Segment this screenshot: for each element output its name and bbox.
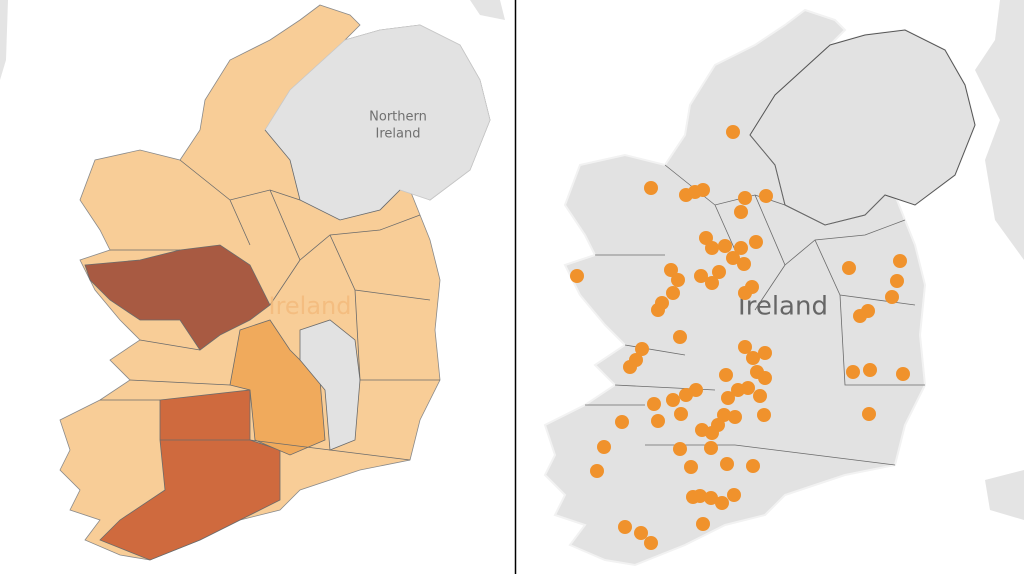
region-label: Ireland xyxy=(376,127,421,142)
dot-map: Ireland xyxy=(544,0,1024,574)
region-label: Northern xyxy=(369,110,427,125)
land xyxy=(960,0,1024,574)
country-label: Ireland xyxy=(738,292,828,322)
location-dots xyxy=(570,125,910,550)
country-label: Ireland xyxy=(268,292,351,320)
county-galway xyxy=(84,244,271,351)
choropleth-map: Northern Ireland Ireland xyxy=(0,0,505,561)
county-no-data xyxy=(299,319,361,451)
